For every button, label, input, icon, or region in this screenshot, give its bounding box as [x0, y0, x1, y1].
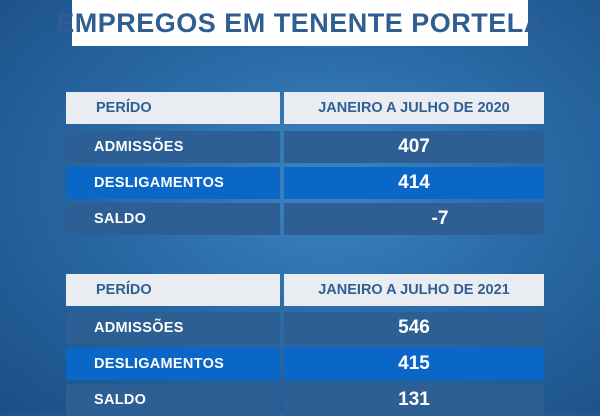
row-label: SALDO	[66, 384, 280, 416]
header-label: PERÍDO	[66, 274, 280, 306]
row-label: SALDO	[66, 203, 280, 235]
table-row-saldo: SALDO -7	[66, 203, 544, 235]
page-title: EMPREGOS EM TENENTE PORTELA	[56, 7, 544, 38]
table-row-admissoes: ADMISSÕES 546	[66, 312, 544, 344]
header-period: JANEIRO A JULHO DE 2020	[284, 92, 544, 124]
table-header: PERÍDO JANEIRO A JULHO DE 2020	[66, 92, 544, 124]
table-header: PERÍDO JANEIRO A JULHO DE 2021	[66, 274, 544, 306]
row-label: ADMISSÕES	[66, 131, 280, 163]
row-value: 407	[284, 131, 544, 163]
header-period: JANEIRO A JULHO DE 2021	[284, 274, 544, 306]
row-label: ADMISSÕES	[66, 312, 280, 344]
table-row-desligamentos: DESLIGAMENTOS 414	[66, 167, 544, 199]
table-row-saldo: SALDO 131	[66, 384, 544, 416]
table-row-admissoes: ADMISSÕES 407	[66, 131, 544, 163]
row-value: 546	[284, 312, 544, 344]
row-value: 415	[284, 348, 544, 380]
row-value: -7	[284, 203, 544, 235]
table-row-desligamentos: DESLIGAMENTOS 415	[66, 348, 544, 380]
row-label: DESLIGAMENTOS	[66, 348, 280, 380]
row-label: DESLIGAMENTOS	[66, 167, 280, 199]
title-banner: EMPREGOS EM TENENTE PORTELA	[56, 0, 543, 46]
header-label: PERÍDO	[66, 92, 280, 124]
row-value: 414	[284, 167, 544, 199]
row-value: 131	[284, 384, 544, 416]
